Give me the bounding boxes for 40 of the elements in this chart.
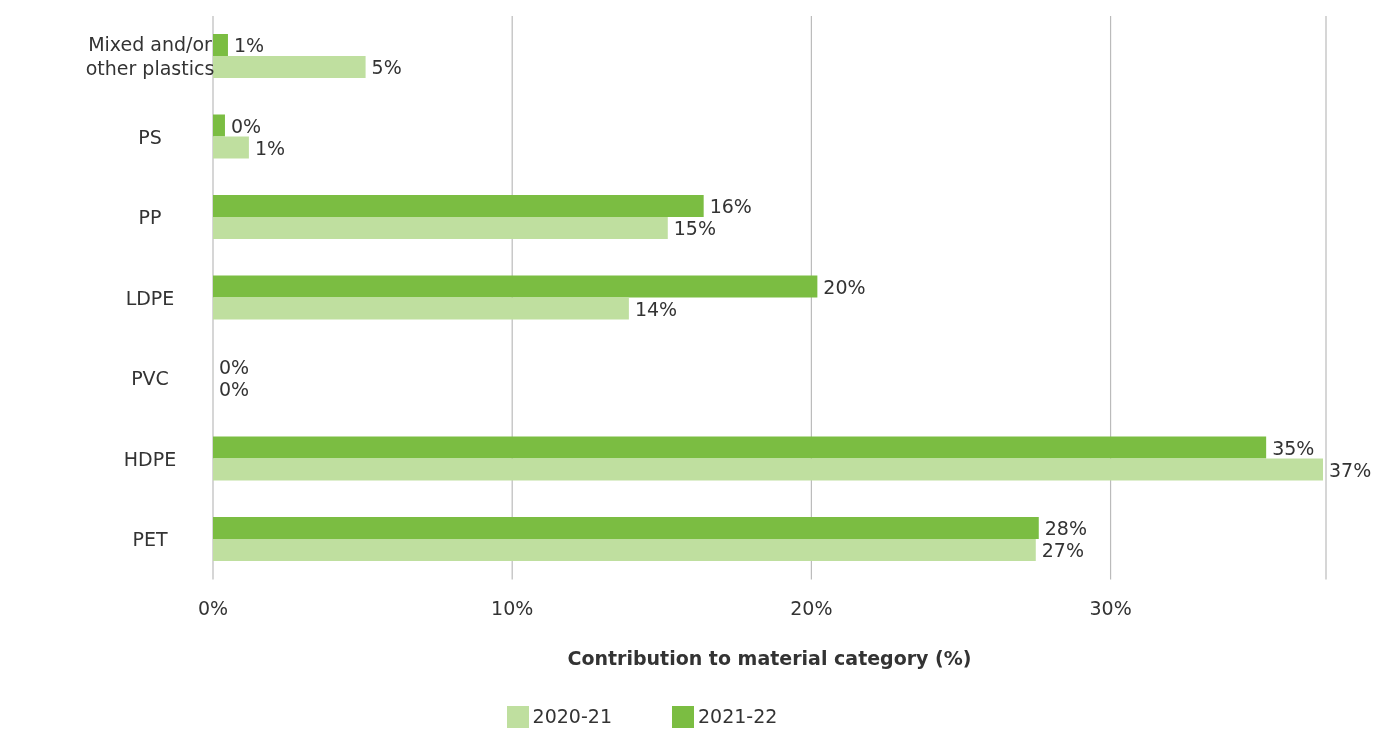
bar [213, 539, 1036, 561]
data-label: 20% [823, 275, 866, 298]
x-tick-label: 20% [790, 596, 833, 619]
bar [213, 217, 668, 239]
legend-label: 2021-22 [698, 704, 778, 727]
data-label: 15% [673, 217, 717, 239]
data-label: 28% [1044, 517, 1088, 539]
y-tick-label: HDPE [123, 447, 177, 470]
bar [213, 297, 629, 320]
bar [213, 458, 1324, 481]
y-tick-label: PP [138, 206, 162, 229]
data-label: 0% [219, 378, 250, 400]
bar [213, 114, 225, 137]
y-tick-label: PS [138, 125, 162, 148]
data-label: 0% [230, 114, 262, 137]
data-label: 1% [254, 136, 286, 159]
bar [213, 195, 704, 217]
bar [213, 34, 228, 56]
x-tick-label: 0% [197, 596, 229, 619]
data-label: 14% [634, 297, 678, 320]
bar [213, 56, 366, 78]
bar [213, 436, 1267, 459]
data-label: 27% [1041, 539, 1085, 561]
data-label: 16% [709, 195, 752, 217]
bar [213, 275, 818, 298]
x-tick-label: 30% [1089, 596, 1132, 619]
x-tick-label: 10% [491, 596, 534, 619]
bar [213, 517, 1039, 539]
data-label: 5% [371, 56, 402, 78]
data-label: 0% [219, 356, 250, 378]
bar [213, 136, 249, 159]
y-tick-label: PVC [131, 367, 169, 390]
data-label: 35% [1272, 436, 1315, 459]
x-axis-title: Contribution to material category (%) [567, 646, 972, 669]
y-tick-label: LDPE [125, 286, 175, 309]
legend-label: 2020-21 [532, 704, 612, 727]
y-tick-label: Mixed and/or other plastics [85, 33, 215, 80]
data-label: 37% [1329, 458, 1372, 481]
y-tick-label: PET [132, 528, 168, 551]
data-label: 1% [233, 34, 265, 56]
